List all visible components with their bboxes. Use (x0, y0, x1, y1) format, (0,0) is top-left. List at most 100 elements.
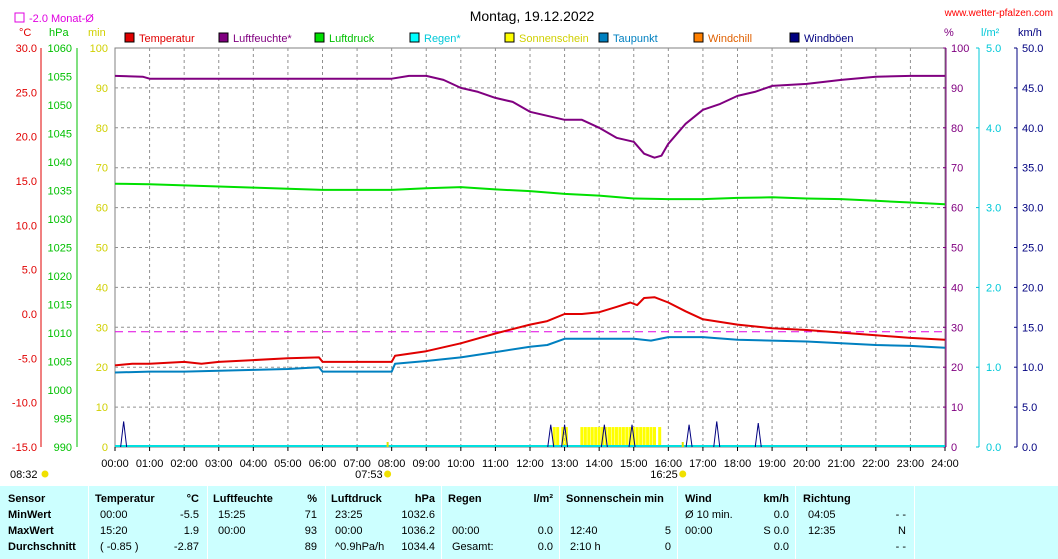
summary-cell: 0 (664, 541, 671, 553)
legend-swatch (504, 32, 515, 43)
rain-tick-label: 0.0 (986, 442, 1001, 454)
wind-tick-label: 30.0 (1022, 203, 1043, 215)
gust-mark (561, 424, 569, 448)
summary-cell: 2:10 h (570, 541, 601, 553)
x-tick-label: 02:00 (170, 458, 198, 470)
humidity-tick-label: 80 (951, 123, 963, 135)
pressure-tick-label: 1045 (48, 129, 72, 141)
x-tick-label: 21:00 (827, 458, 855, 470)
minutes-tick-label: 50 (96, 243, 108, 255)
sunshine-bar (658, 427, 662, 447)
sunshine-bar (587, 427, 591, 447)
axis-unit-label: min (88, 27, 106, 39)
humidity-tick-label: 10 (951, 402, 963, 414)
wind-tick-label: 20.0 (1022, 282, 1043, 294)
temperature-tick-label: 25.0 (16, 87, 37, 99)
summary-cell: ^0.9hPa/h (335, 541, 385, 553)
sunshine-bar (608, 427, 612, 447)
series-line-temperatur (114, 296, 946, 367)
summary-cell: 71 (304, 509, 317, 521)
minutes-tick-label: 90 (96, 83, 108, 95)
rain-tick-label: 3.0 (986, 203, 1001, 215)
x-tick-label: 22:00 (862, 458, 890, 470)
pressure-tick-label: 990 (54, 442, 72, 454)
legend-swatch (314, 32, 325, 43)
legend-swatch (789, 32, 800, 43)
x-tick-label: 11:00 (482, 458, 509, 470)
summary-separator (559, 486, 560, 559)
summary-cell: N (898, 525, 906, 537)
humidity-tick-label: 50 (951, 243, 963, 255)
summary-cell: 15:25 (218, 509, 246, 521)
legend-label: Taupunkt (613, 33, 658, 45)
summary-header: Luftfeuchte (213, 493, 273, 505)
gust-mark (547, 424, 555, 448)
sunshine-bar (614, 427, 618, 447)
humidity-tick-label: 20 (951, 362, 963, 374)
summary-separator (207, 486, 208, 559)
legend-label: Luftfeuchte* (233, 33, 292, 45)
series-line-taupunkt (114, 336, 946, 374)
x-tick-label: 24:00 (931, 458, 959, 470)
pressure-tick-label: 1055 (48, 72, 72, 84)
summary-header: l/m² (533, 493, 553, 505)
minutes-tick-label: 60 (96, 203, 108, 215)
wind-tick-label: 10.0 (1022, 362, 1043, 374)
chart-title: Montag, 19.12.2022 (470, 8, 595, 24)
sunshine-bar (597, 427, 601, 447)
temperature-tick-label: -10.0 (12, 398, 37, 410)
minutes-tick-label: 40 (96, 282, 108, 294)
legend-swatch (218, 32, 229, 43)
pressure-tick-label: 1040 (48, 157, 72, 169)
summary-cell: 5 (664, 525, 671, 537)
rain-tick-label: 4.0 (986, 123, 1001, 135)
sunshine-bar (639, 427, 643, 447)
pressure-tick-label: 1010 (48, 328, 72, 340)
legend-label: Temperatur (139, 33, 195, 45)
gust-mark (713, 421, 721, 448)
summary-cell: 12:35 (808, 525, 836, 537)
temperature-tick-label: 15.0 (16, 176, 37, 188)
sunshine-bar (556, 427, 560, 447)
legend-swatch (409, 32, 420, 43)
x-tick-label: 05:00 (274, 458, 302, 470)
summary-cell: 0.0 (537, 525, 553, 537)
temperature-tick-label: 5.0 (22, 265, 37, 277)
temperature-tick-label: 0.0 (22, 309, 37, 321)
x-tick-label: 00:00 (101, 458, 129, 470)
wind-tick-label: 40.0 (1022, 123, 1043, 135)
sunshine-bar (618, 427, 622, 447)
site-url: www.wetter-pfalzen.com (944, 8, 1053, 19)
sunset-sun-icon (679, 470, 687, 478)
sunrise-label: 07:53 (355, 469, 383, 481)
wind-tick-label: 5.0 (1022, 402, 1037, 414)
summary-header: % (307, 493, 317, 505)
summary-cell: 00:00 (335, 525, 363, 537)
minutes-tick-label: 70 (96, 163, 108, 175)
sunshine-bar (621, 427, 625, 447)
rain-tick-label: 1.0 (986, 362, 1001, 374)
minutes-tick-label: 0 (102, 442, 108, 454)
summary-cell: 1036.2 (401, 525, 435, 537)
summary-header: °C (186, 493, 199, 505)
summary-header: Sensor (8, 493, 46, 505)
x-tick-label: 13:00 (551, 458, 579, 470)
summary-cell: 15:20 (100, 525, 128, 537)
summary-cell: - - (895, 509, 906, 521)
gust-mark (754, 422, 762, 448)
summary-separator (325, 486, 326, 559)
summary-cell: 0.0 (537, 541, 553, 553)
pressure-tick-label: 1060 (48, 43, 72, 55)
x-tick-label: 19:00 (758, 458, 786, 470)
weather-chart: 00:00 01:00 02:00 03:00 04:00 05:00 06:00 07:00… (10, 8, 1053, 481)
summary-header: Luftdruck (331, 493, 382, 505)
chart-grid (114, 47, 946, 448)
sunshine-bar (635, 427, 639, 447)
minutes-tick-label: 80 (96, 123, 108, 135)
sunshine-bar (611, 427, 615, 447)
pressure-tick-label: 1005 (48, 357, 72, 369)
summary-cell: 00:00 (218, 525, 246, 537)
humidity-tick-label: 60 (951, 203, 963, 215)
x-tick-label: 16:00 (655, 458, 683, 470)
minutes-tick-label: 20 (96, 362, 108, 374)
